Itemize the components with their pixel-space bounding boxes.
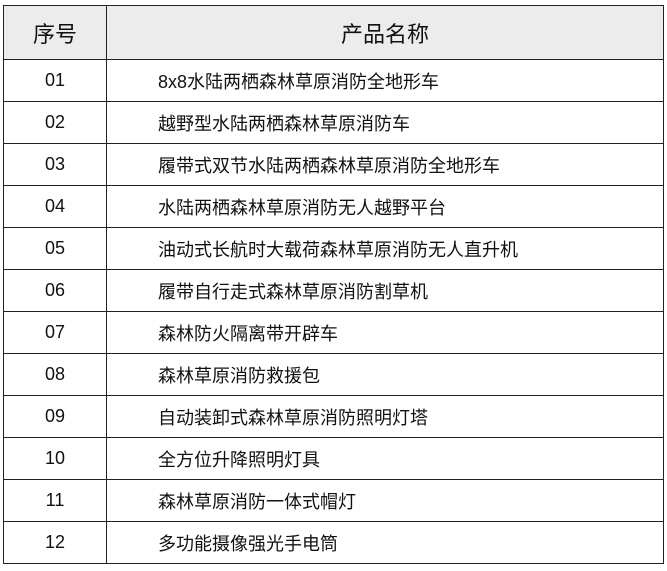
serial-number-cell: 01 [3, 59, 107, 102]
table-row: 05 油动式长航时大载荷森林草原消防无人直升机 [3, 227, 664, 270]
serial-number-cell: 07 [3, 311, 107, 354]
table-row: 10 全方位升降照明灯具 [3, 437, 664, 480]
product-name-cell: 越野型水陆两栖森林草原消防车 [106, 101, 664, 144]
header-serial-number: 序号 [3, 5, 107, 60]
product-name-cell: 油动式长航时大载荷森林草原消防无人直升机 [106, 227, 664, 270]
serial-number-cell: 06 [3, 269, 107, 312]
product-name-cell: 森林草原消防一体式帽灯 [106, 479, 664, 522]
table-row: 07 森林防火隔离带开辟车 [3, 311, 664, 354]
serial-number-cell: 09 [3, 395, 107, 438]
serial-number-cell: 03 [3, 143, 107, 186]
serial-number-cell: 11 [3, 479, 107, 522]
header-product-name: 产品名称 [106, 5, 664, 60]
product-name-cell: 8x8水陆两栖森林草原消防全地形车 [106, 59, 664, 102]
table-row: 09 自动装卸式森林草原消防照明灯塔 [3, 395, 664, 438]
serial-number-cell: 10 [3, 437, 107, 480]
table-row: 03 履带式双节水陆两栖森林草原消防全地形车 [3, 143, 664, 186]
table-row: 01 8x8水陆两栖森林草原消防全地形车 [3, 59, 664, 102]
serial-number-cell: 08 [3, 353, 107, 396]
serial-number-cell: 12 [3, 521, 107, 564]
product-name-cell: 多功能摄像强光手电筒 [106, 521, 664, 564]
product-name-cell: 水陆两栖森林草原消防无人越野平台 [106, 185, 664, 228]
product-name-cell: 自动装卸式森林草原消防照明灯塔 [106, 395, 664, 438]
table-row: 04 水陆两栖森林草原消防无人越野平台 [3, 185, 664, 228]
product-table: 序号 产品名称 01 8x8水陆两栖森林草原消防全地形车 02 越野型水陆两栖森林草原… [3, 5, 664, 564]
table-row: 02 越野型水陆两栖森林草原消防车 [3, 101, 664, 144]
serial-number-cell: 04 [3, 185, 107, 228]
table-row: 06 履带自行走式森林草原消防割草机 [3, 269, 664, 312]
product-name-cell: 森林草原消防救援包 [106, 353, 664, 396]
table-row: 12 多功能摄像强光手电筒 [3, 521, 664, 564]
table-row: 11 森林草原消防一体式帽灯 [3, 479, 664, 522]
product-name-cell: 履带自行走式森林草原消防割草机 [106, 269, 664, 312]
product-name-cell: 履带式双节水陆两栖森林草原消防全地形车 [106, 143, 664, 186]
product-name-cell: 森林防火隔离带开辟车 [106, 311, 664, 354]
serial-number-cell: 02 [3, 101, 107, 144]
header-row: 序号 产品名称 [3, 5, 664, 60]
serial-number-cell: 05 [3, 227, 107, 270]
table-row: 08 森林草原消防救援包 [3, 353, 664, 396]
product-name-cell: 全方位升降照明灯具 [106, 437, 664, 480]
